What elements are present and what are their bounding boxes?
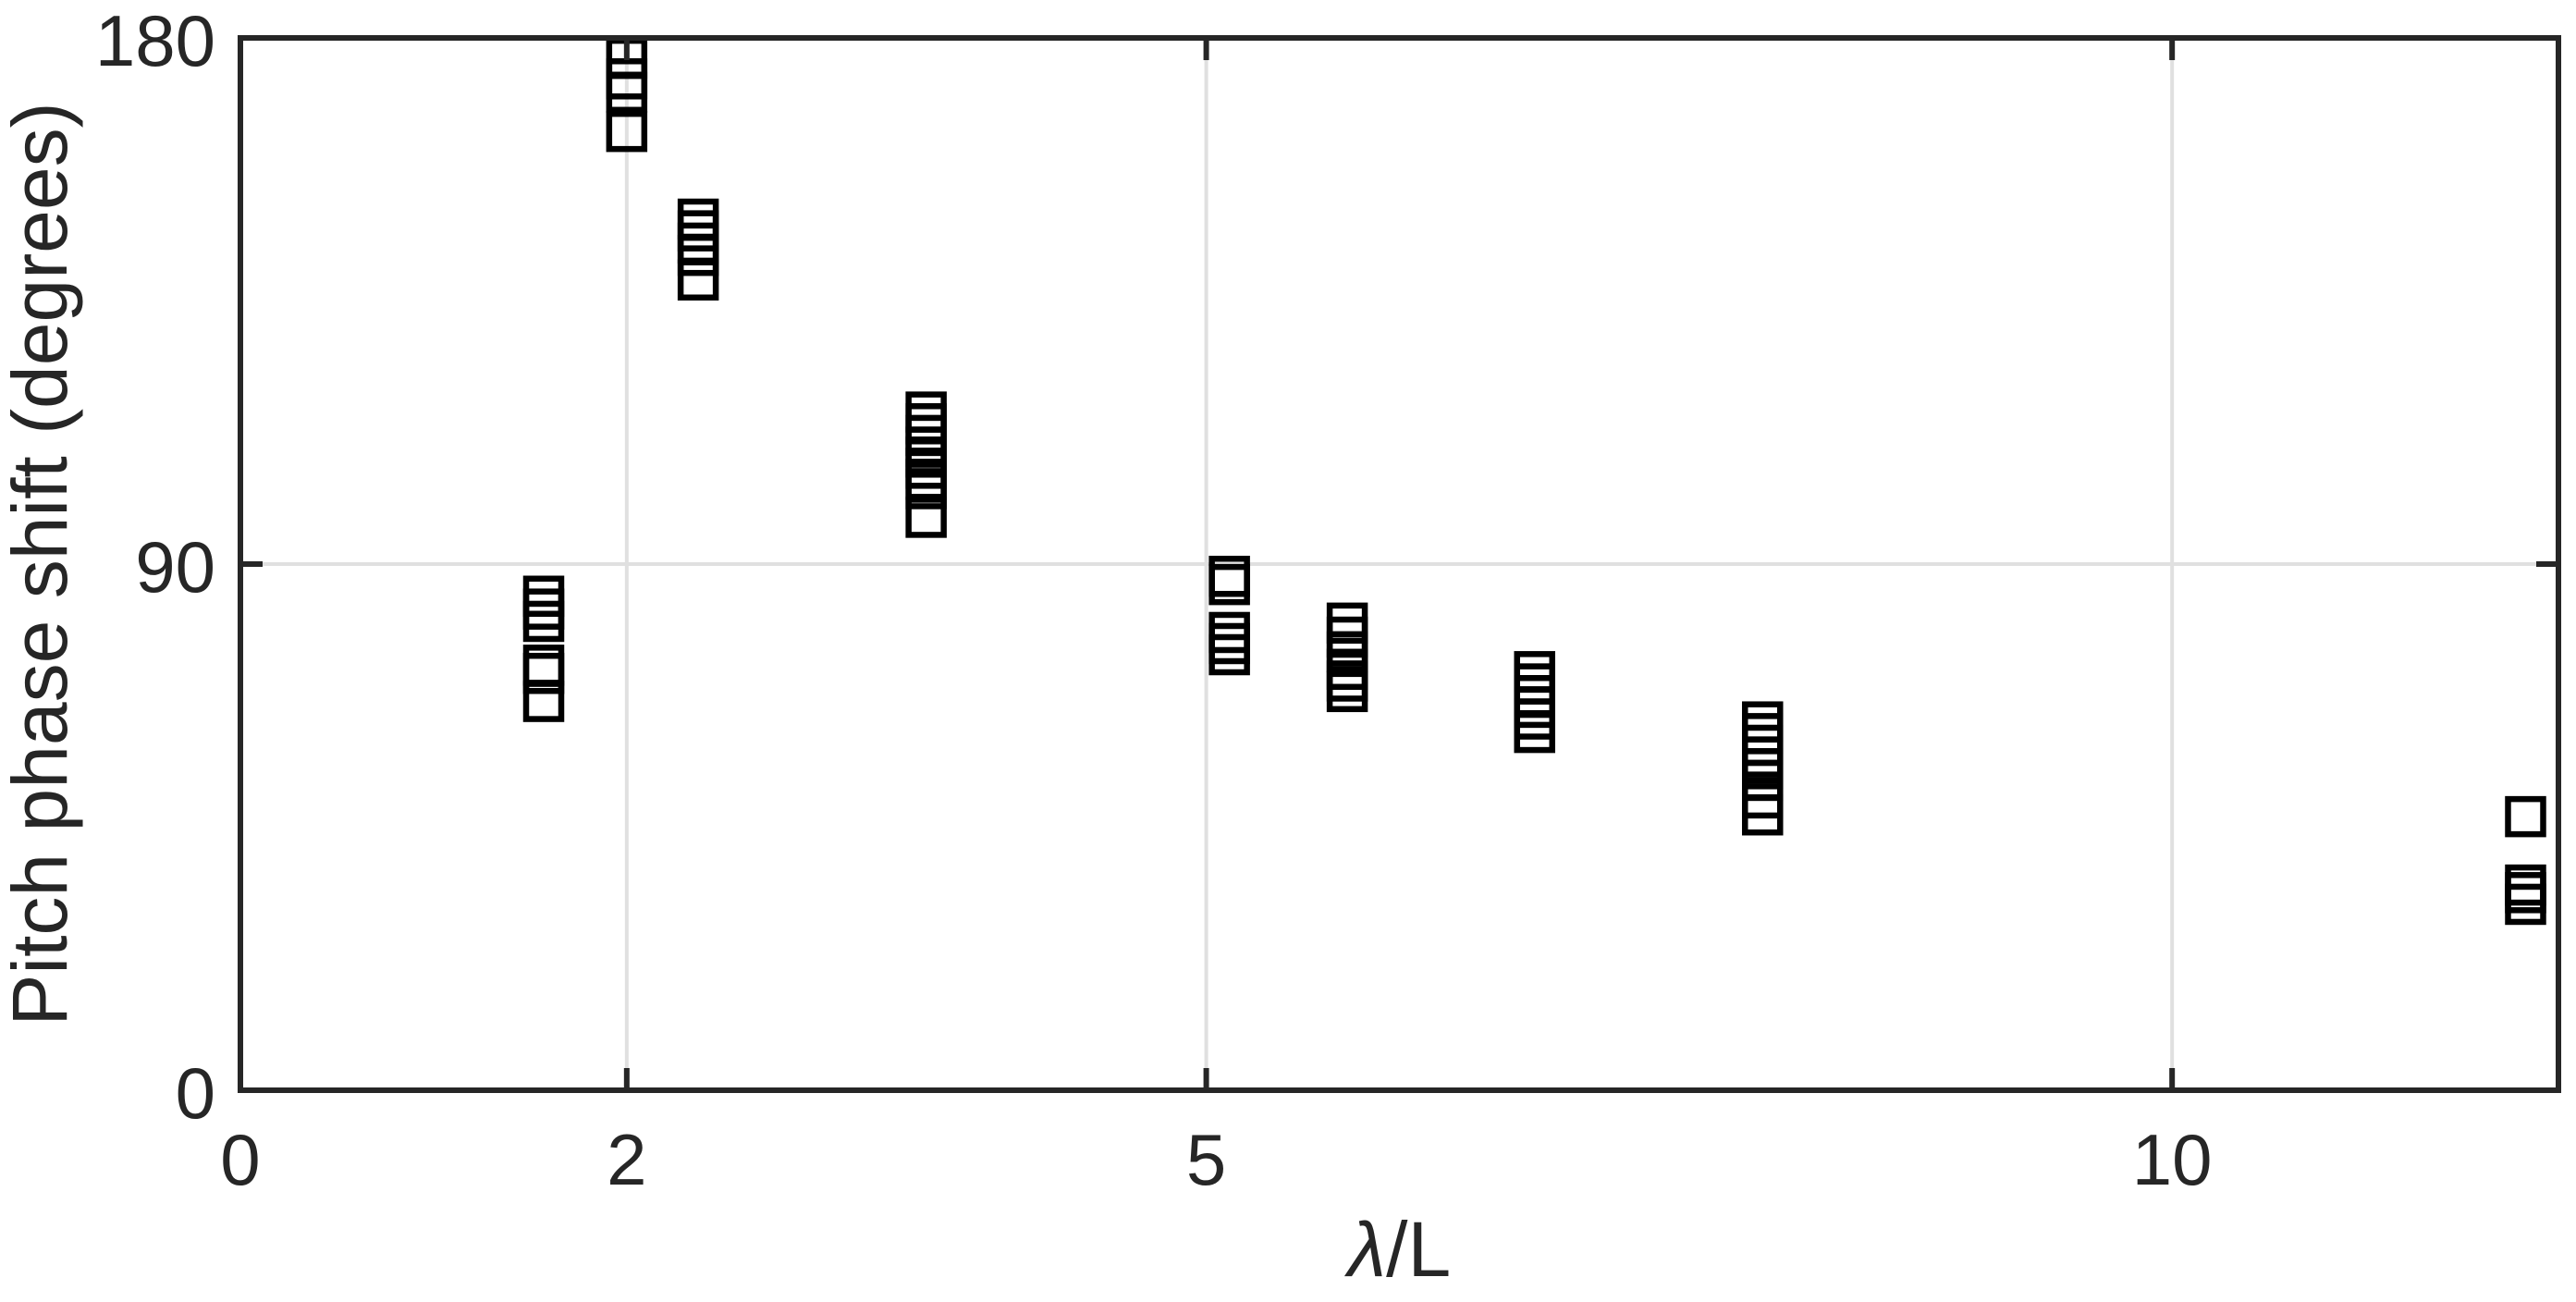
data-point-marker (1514, 663, 1555, 705)
x-axis-label: λ/L (1344, 1206, 1451, 1293)
data-point-marker (677, 259, 719, 301)
data-point-marker (1208, 633, 1250, 676)
data-point-marker (677, 234, 719, 276)
data-point-marker (1514, 698, 1555, 740)
data-point-marker (1742, 713, 1784, 755)
y-tick-label: 90 (135, 526, 215, 608)
data-point-marker (1742, 701, 1784, 743)
data-point-marker (2505, 883, 2546, 926)
data-point-marker (1514, 711, 1555, 754)
y-axis-label: Pitch phase shift (degrees) (0, 102, 83, 1026)
data-point-marker (606, 71, 648, 114)
data-point-marker (1326, 670, 1368, 713)
data-point-marker (677, 198, 719, 240)
data-point-marker (905, 468, 947, 510)
data-point-marker (522, 652, 565, 694)
data-point-marker (522, 681, 565, 722)
data-point-marker (2505, 795, 2546, 838)
y-tick-label: 180 (95, 0, 215, 81)
x-tick-label: 5 (1186, 1119, 1226, 1200)
data-point-marker (905, 403, 947, 445)
data-point-marker (1742, 793, 1784, 836)
data-point-marker (1208, 563, 1250, 606)
x-tick-label: 10 (2132, 1119, 2213, 1200)
data-point-marker (1742, 724, 1784, 767)
data-point-marker (522, 575, 565, 618)
data-point-marker (677, 210, 719, 252)
data-point-marker (905, 391, 947, 433)
data-point-marker (1208, 622, 1250, 665)
data-point-marker (1514, 686, 1555, 729)
data-point-marker (1208, 611, 1250, 654)
data-point-marker (1514, 651, 1555, 693)
data-point-marker (1742, 736, 1784, 778)
data-point-marker (522, 600, 565, 643)
data-point-marker (522, 588, 565, 630)
y-tick-label: 0 (176, 1052, 215, 1134)
x-tick-label: 2 (607, 1119, 646, 1200)
x-tick-label: 0 (220, 1119, 260, 1200)
data-point-marker (905, 497, 947, 538)
data-point-marker (606, 110, 648, 153)
data-point-marker (1514, 675, 1555, 717)
data-point-marker (677, 222, 719, 264)
